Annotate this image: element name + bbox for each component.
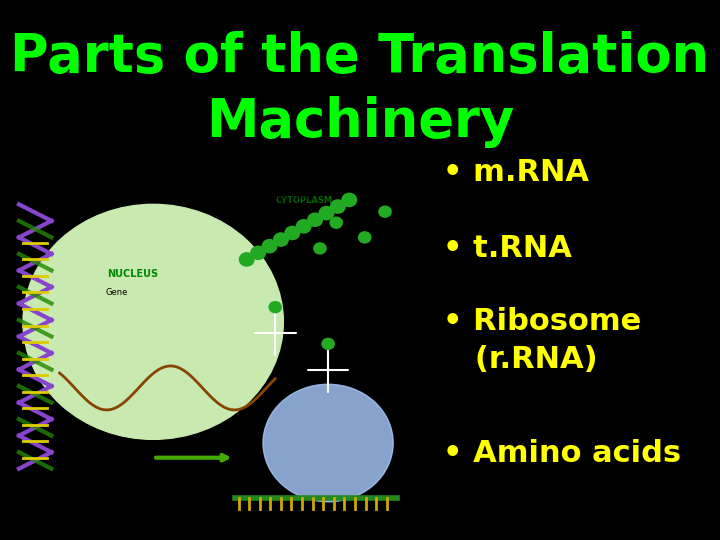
Circle shape bbox=[263, 384, 393, 502]
Text: • m.RNA: • m.RNA bbox=[443, 158, 589, 187]
Circle shape bbox=[274, 233, 288, 246]
Text: DNA: DNA bbox=[26, 475, 45, 484]
Text: Machinery: Machinery bbox=[206, 96, 514, 147]
Circle shape bbox=[330, 200, 345, 213]
Circle shape bbox=[330, 217, 342, 228]
Text: • t.RNA: • t.RNA bbox=[443, 234, 572, 263]
Text: Gene: Gene bbox=[105, 288, 127, 297]
Circle shape bbox=[379, 206, 391, 217]
Circle shape bbox=[262, 240, 277, 253]
Circle shape bbox=[285, 226, 300, 240]
Circle shape bbox=[240, 253, 254, 266]
Circle shape bbox=[359, 232, 371, 243]
Text: • Amino acids: • Amino acids bbox=[443, 439, 681, 468]
Circle shape bbox=[297, 220, 311, 233]
Circle shape bbox=[307, 213, 323, 226]
Text: Ribosome: Ribosome bbox=[311, 514, 345, 519]
Text: mRNA: mRNA bbox=[122, 440, 143, 446]
Circle shape bbox=[319, 206, 334, 220]
Text: Growing
Protein Chain: Growing Protein Chain bbox=[264, 187, 311, 200]
Text: Parts of the Translation: Parts of the Translation bbox=[10, 31, 710, 83]
Circle shape bbox=[314, 243, 326, 254]
Circle shape bbox=[251, 246, 266, 259]
Text: NUCLEUS: NUCLEUS bbox=[107, 269, 158, 279]
Text: • Ribosome
   (r.RNA): • Ribosome (r.RNA) bbox=[443, 307, 641, 374]
Text: CYTOPLASM: CYTOPLASM bbox=[275, 196, 332, 205]
Text: rRNA being translated: rRNA being translated bbox=[98, 514, 168, 519]
Circle shape bbox=[269, 302, 282, 313]
Circle shape bbox=[322, 339, 334, 349]
Circle shape bbox=[342, 193, 356, 206]
Circle shape bbox=[23, 204, 284, 440]
